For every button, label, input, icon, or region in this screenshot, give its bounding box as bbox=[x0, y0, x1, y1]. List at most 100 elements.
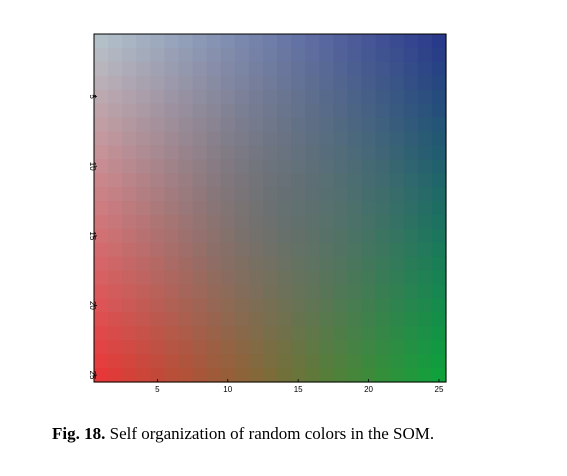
som-cell bbox=[389, 187, 405, 202]
som-cell bbox=[375, 145, 391, 160]
som-cell bbox=[361, 214, 377, 230]
som-cell bbox=[136, 103, 151, 119]
som-cell bbox=[319, 284, 334, 300]
som-cell bbox=[361, 34, 377, 49]
som-cell bbox=[136, 145, 151, 160]
som-cell bbox=[291, 145, 306, 160]
som-cell bbox=[206, 75, 222, 91]
som-cell bbox=[431, 34, 447, 49]
som-cell bbox=[220, 242, 236, 258]
som-cell bbox=[178, 89, 194, 105]
som-cell bbox=[375, 256, 391, 272]
som-cell bbox=[234, 214, 250, 230]
som-cell bbox=[262, 354, 278, 369]
som-cell bbox=[108, 159, 123, 174]
som-cell bbox=[262, 75, 278, 91]
som-cell bbox=[150, 61, 165, 77]
som-cell bbox=[403, 312, 419, 327]
som-cell bbox=[122, 312, 137, 327]
som-cell bbox=[206, 284, 222, 300]
som-cell bbox=[305, 201, 320, 216]
som-cell bbox=[389, 340, 405, 355]
som-cell bbox=[291, 187, 306, 202]
som-cell bbox=[333, 368, 349, 383]
som-cell bbox=[150, 312, 165, 327]
som-cell bbox=[375, 298, 391, 313]
som-cell bbox=[220, 214, 236, 230]
som-cell bbox=[164, 117, 180, 133]
som-cell bbox=[262, 187, 278, 202]
som-cell bbox=[122, 256, 137, 272]
som-cell bbox=[94, 34, 109, 49]
som-cell bbox=[361, 340, 377, 355]
som-cell bbox=[431, 173, 447, 188]
som-cell bbox=[417, 270, 433, 286]
som-cell bbox=[206, 228, 222, 244]
som-cell bbox=[361, 75, 377, 91]
som-cell bbox=[150, 354, 165, 369]
som-cell bbox=[262, 145, 278, 160]
som-cell bbox=[108, 270, 123, 286]
som-cell bbox=[262, 89, 278, 105]
som-cell bbox=[389, 117, 405, 133]
som-cell bbox=[234, 326, 250, 341]
som-cell bbox=[403, 89, 419, 105]
som-cell bbox=[108, 368, 123, 383]
som-cell bbox=[94, 368, 109, 383]
som-cell bbox=[305, 117, 320, 133]
som-cell bbox=[389, 326, 405, 341]
som-cell bbox=[234, 89, 250, 105]
som-cell bbox=[234, 201, 250, 216]
som-cell bbox=[319, 131, 334, 146]
som-cell bbox=[431, 61, 447, 77]
som-cell bbox=[262, 34, 278, 49]
som-cell bbox=[389, 145, 405, 160]
som-cell bbox=[305, 242, 320, 258]
som-cell bbox=[319, 368, 334, 383]
som-cell bbox=[389, 284, 405, 300]
som-cell bbox=[206, 117, 222, 133]
som-cell bbox=[319, 298, 334, 313]
som-cell bbox=[319, 312, 334, 327]
som-cell bbox=[108, 131, 123, 146]
som-cell bbox=[220, 284, 236, 300]
som-cell bbox=[403, 340, 419, 355]
som-cell bbox=[375, 61, 391, 77]
som-cell bbox=[291, 89, 306, 105]
som-cell bbox=[375, 187, 391, 202]
som-cell bbox=[248, 354, 264, 369]
som-cell bbox=[108, 256, 123, 272]
som-cell bbox=[347, 284, 363, 300]
som-cell bbox=[192, 201, 208, 216]
som-cell bbox=[262, 340, 278, 355]
som-cell bbox=[248, 75, 264, 91]
som-cell bbox=[291, 75, 306, 91]
som-cell bbox=[361, 284, 377, 300]
som-cell bbox=[361, 368, 377, 383]
som-cell bbox=[333, 298, 349, 313]
som-cell bbox=[178, 312, 194, 327]
som-cell bbox=[347, 214, 363, 230]
som-cell bbox=[375, 47, 391, 63]
som-cell bbox=[277, 270, 292, 286]
som-cell bbox=[122, 159, 137, 174]
som-cell bbox=[403, 326, 419, 341]
som-cell bbox=[347, 368, 363, 383]
som-cell bbox=[192, 61, 208, 77]
som-cell bbox=[164, 47, 180, 63]
som-cell bbox=[220, 354, 236, 369]
som-cell bbox=[234, 298, 250, 313]
som-cell bbox=[94, 103, 109, 119]
som-cell bbox=[403, 270, 419, 286]
som-cell bbox=[164, 131, 180, 146]
som-cell bbox=[234, 256, 250, 272]
som-cell bbox=[206, 354, 222, 369]
som-cell bbox=[431, 159, 447, 174]
som-cell bbox=[431, 326, 447, 341]
som-cell bbox=[291, 368, 306, 383]
som-cell bbox=[108, 354, 123, 369]
som-cell bbox=[178, 242, 194, 258]
som-cell bbox=[122, 173, 137, 188]
som-cell bbox=[136, 368, 151, 383]
